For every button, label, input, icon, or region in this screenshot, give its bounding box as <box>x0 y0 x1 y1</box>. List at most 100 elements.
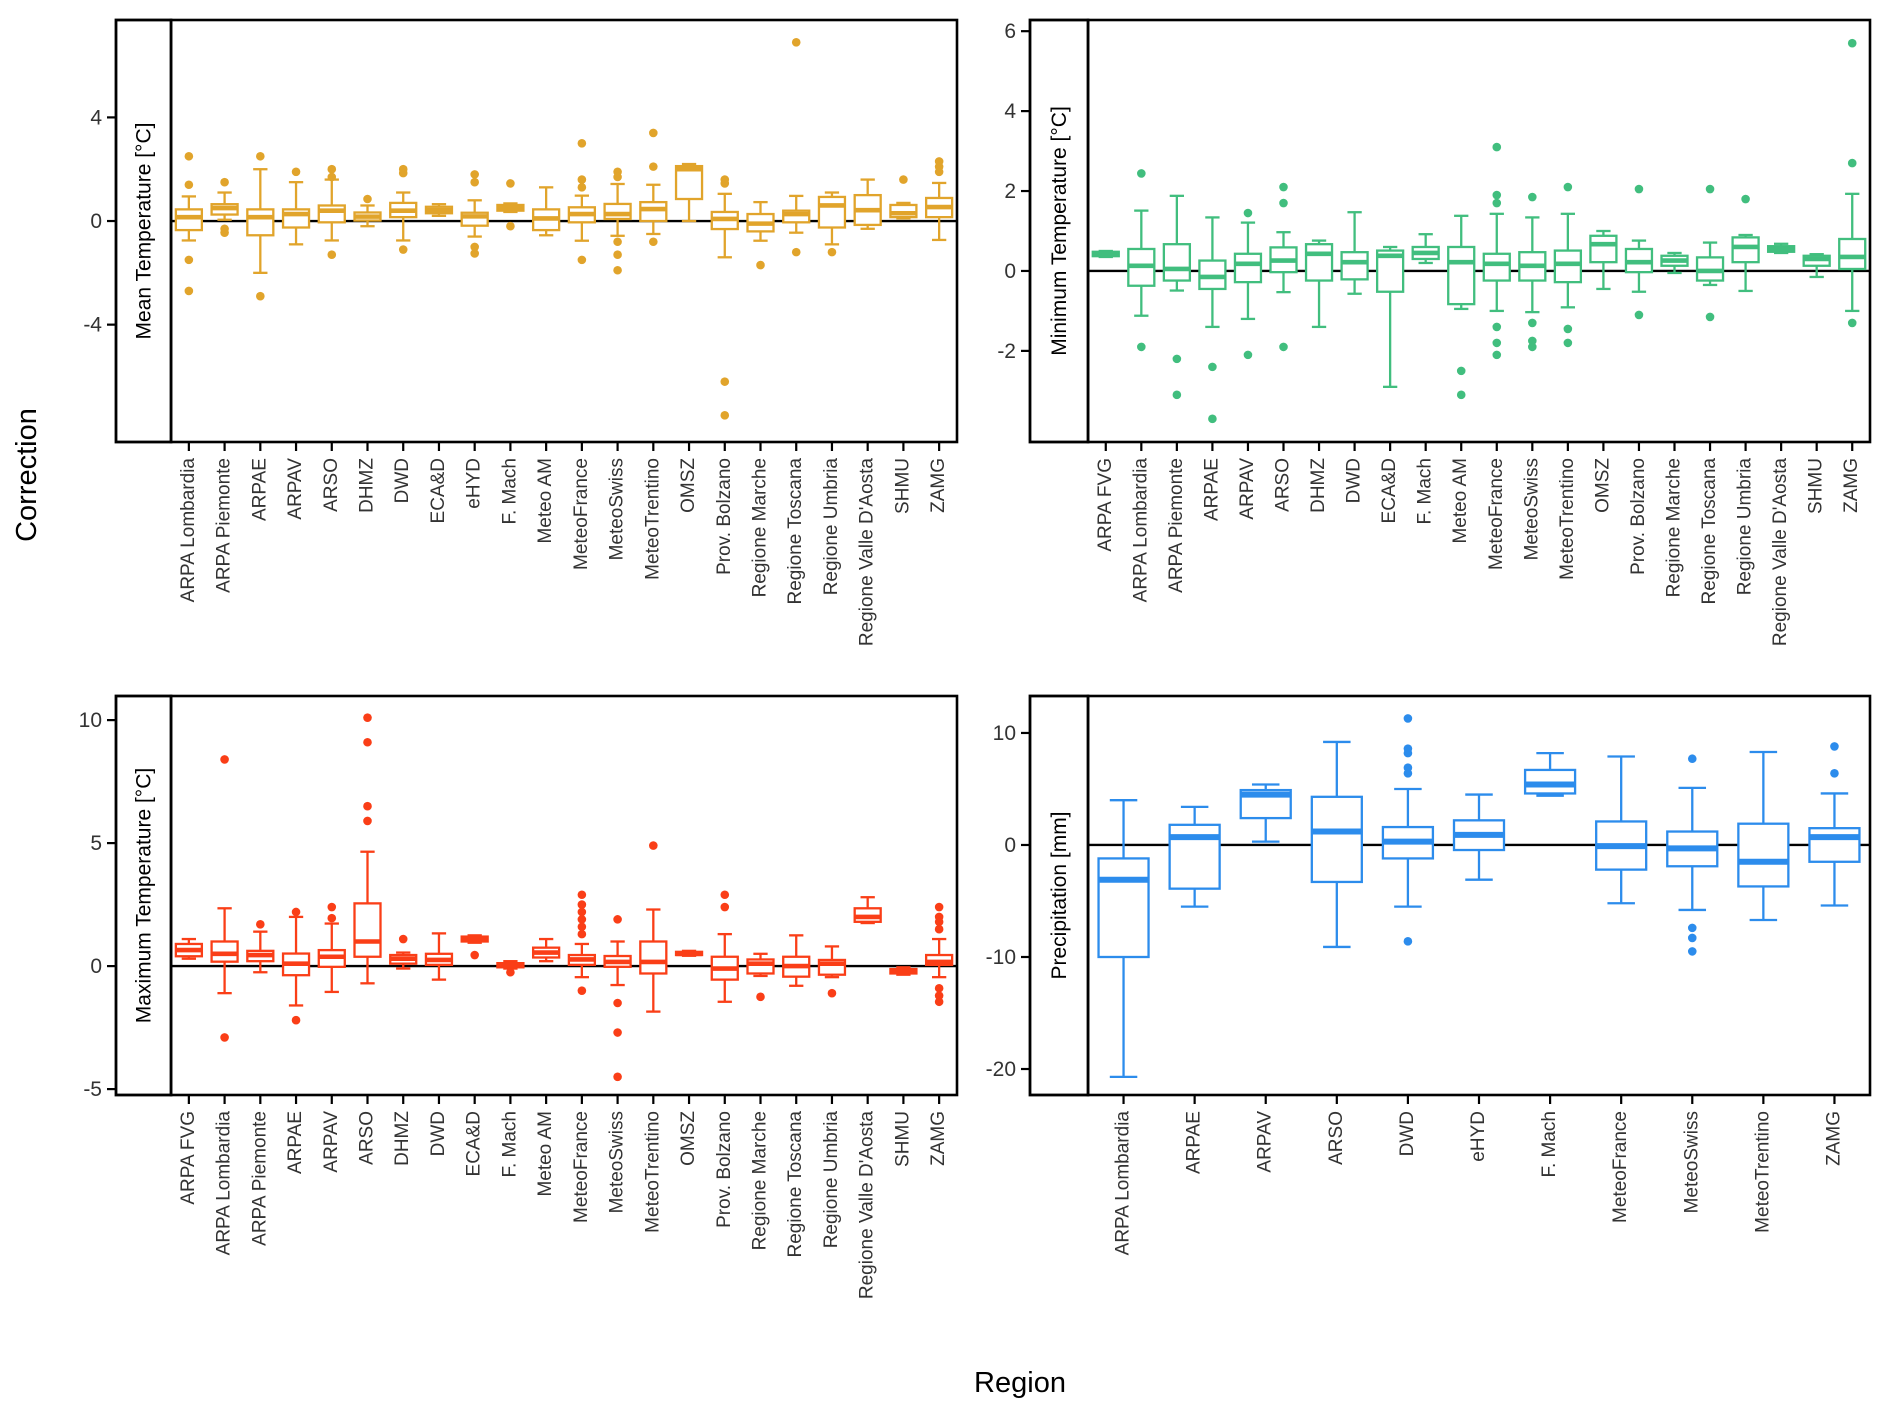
boxplot <box>924 902 954 1007</box>
outlier-point <box>398 168 408 178</box>
outlier-point <box>1847 318 1857 328</box>
outlier-point <box>184 255 194 265</box>
x-tick-label: Prov. Bolzano <box>714 1111 735 1228</box>
panel-border <box>169 694 959 1097</box>
x-tick-label: F. Mach <box>1415 458 1436 525</box>
outlier-point <box>470 177 479 187</box>
outlier-point <box>934 167 944 177</box>
outlier-point <box>649 237 658 247</box>
boxplot <box>710 890 739 1003</box>
x-tick-label: ARSO <box>321 458 342 512</box>
panel-br: Precipitation [mm] 10 0 -10 -20 ARPA Lombardi… <box>986 694 1872 1256</box>
outlier-point <box>470 950 479 960</box>
boxplot <box>317 164 346 260</box>
facet-strip-label: Minimum Temperature [°C] <box>1048 106 1071 356</box>
outlier-point <box>1279 342 1288 352</box>
outlier-point <box>506 221 515 231</box>
y-tick-label: 6 <box>1004 20 1016 43</box>
x-tick-label: Meteo AM <box>535 458 556 544</box>
boxplot <box>389 164 418 254</box>
x-tick-label: ARPAV <box>1237 458 1258 520</box>
boxplot <box>1737 750 1790 922</box>
outlier-point <box>327 250 337 260</box>
outlier-point <box>327 172 337 182</box>
x-tick-label: Prov. Bolzano <box>1628 458 1649 575</box>
outlier-point <box>934 917 944 927</box>
boxplot <box>460 170 489 258</box>
boxplot <box>424 932 454 981</box>
y-tick-label: -2 <box>997 340 1016 363</box>
x-tick-label: ARSO <box>1326 1111 1347 1165</box>
boxplot <box>531 937 561 963</box>
x-tick-label: DWD <box>428 1111 449 1156</box>
outlier-point <box>1687 923 1697 933</box>
iqr-box <box>639 940 668 975</box>
x-tick-label: Meteo AM <box>1450 458 1471 544</box>
outlier-point <box>827 988 837 998</box>
x-tick-label: ARPA Lombardia <box>1113 1111 1134 1256</box>
x-tick-label: MeteoTrentino <box>642 1111 663 1233</box>
outlier-point <box>1492 142 1502 152</box>
x-tick-label: ZAMG <box>1841 458 1862 513</box>
outlier-point <box>756 992 765 1002</box>
outlier-point <box>577 890 587 900</box>
boxplot <box>1340 211 1369 295</box>
boxplot <box>1127 169 1156 352</box>
outlier-point <box>256 151 265 161</box>
boxplot <box>1523 751 1577 797</box>
boxplot <box>174 151 204 296</box>
x-tick-label: Prov. Bolzano <box>714 458 735 575</box>
outlier-point <box>1528 318 1537 328</box>
boxplot <box>1695 184 1725 322</box>
x-tick-label: Meteo AM <box>535 1111 556 1197</box>
outlier-point <box>720 179 730 188</box>
x-tick-label: eHYD <box>464 458 485 509</box>
x-tick-label: Regione Valle D'Aosta <box>1770 458 1791 647</box>
outlier-point <box>613 998 622 1008</box>
x-tick-label: MeteoFrance <box>1610 1111 1631 1223</box>
x-tick-label: Regione Umbria <box>821 458 842 596</box>
panel-tl: Mean Temperature [°C] 4 0 -4 ARPA Lombardia A… <box>83 18 959 646</box>
outlier-point <box>1279 182 1288 192</box>
outlier-point <box>1528 336 1537 346</box>
iqr-box <box>1097 857 1150 959</box>
outlier-point <box>256 291 265 301</box>
outlier-point <box>1687 754 1697 764</box>
outlier-point <box>577 175 587 184</box>
outlier-point <box>1563 182 1573 192</box>
outlier-point <box>1208 362 1217 372</box>
boxplot <box>1310 740 1363 949</box>
outlier-point <box>577 915 587 924</box>
iqr-box <box>1310 795 1363 884</box>
x-tick-label: ARPA FVG <box>178 1111 199 1205</box>
iqr-box <box>603 202 632 221</box>
boxplot <box>1766 242 1796 255</box>
outlier-point <box>791 37 801 47</box>
outlier-point <box>327 913 337 923</box>
x-tick-label: ARPA Piemonte <box>249 1111 270 1246</box>
panel-border <box>1086 694 1872 1097</box>
y-tick-label: 0 <box>1004 260 1016 283</box>
boxplot <box>889 966 918 976</box>
iqr-box <box>1808 827 1861 863</box>
outlier-point <box>934 997 944 1007</box>
boxplot <box>817 945 847 998</box>
boxplot <box>710 175 739 420</box>
iqr-box <box>1589 234 1618 264</box>
boxplot <box>460 934 489 960</box>
outlier-point <box>363 713 372 722</box>
outlier-point <box>1137 342 1146 352</box>
outlier-point <box>1705 312 1715 322</box>
x-tick-label: ARSO <box>357 1111 378 1165</box>
outlier-point <box>327 902 337 912</box>
x-tick-label: MeteoFrance <box>571 1111 592 1223</box>
outlier-point <box>613 265 622 275</box>
panels-layer: Mean Temperature [°C] 4 0 -4 ARPA Lombardia A… <box>79 18 1872 1299</box>
iqr-box <box>317 204 346 224</box>
outlier-point <box>720 411 730 420</box>
boxplot <box>1411 233 1440 265</box>
x-tick-label: eHYD <box>1468 1111 1489 1162</box>
facet-strip-label: Maximum Temperature [°C] <box>133 768 156 1023</box>
x-tick-label: ECA&D <box>428 458 449 523</box>
y-tick-label: 0 <box>90 210 102 233</box>
